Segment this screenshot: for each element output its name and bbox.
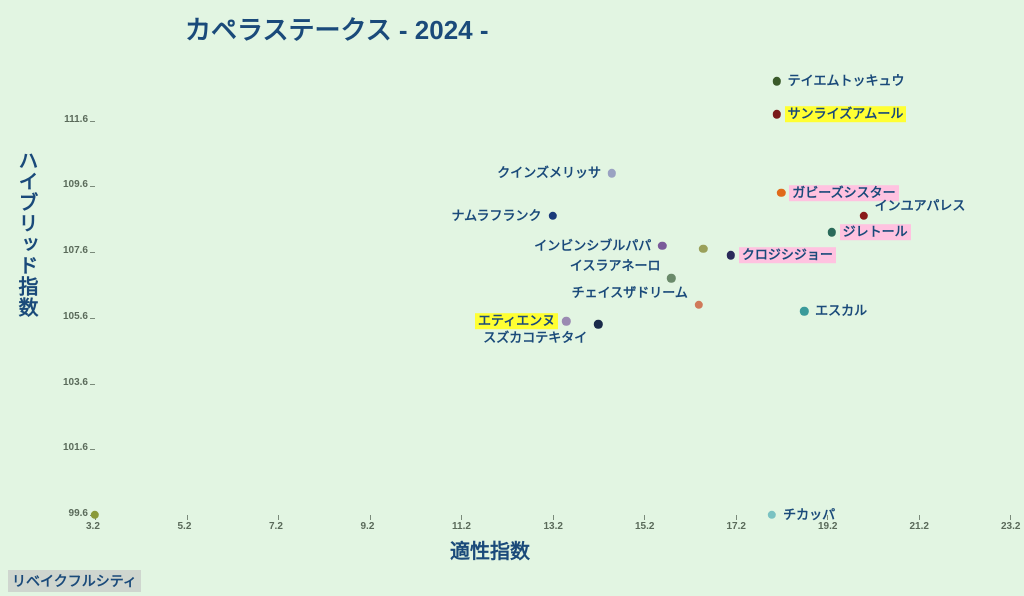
- data-point: [859, 212, 867, 220]
- corner-label: リベイクフルシティ: [8, 570, 141, 592]
- data-label: インユアパレス: [872, 198, 969, 214]
- x-tick-label: 7.2: [269, 521, 283, 532]
- y-tick-label: 105.6: [63, 311, 88, 322]
- x-tick-mark: [553, 515, 554, 520]
- y-tick-label: 111.6: [64, 114, 88, 125]
- x-axis-label: 適性指数: [450, 535, 530, 564]
- data-point: [658, 241, 666, 249]
- x-tick-mark: [461, 515, 462, 520]
- data-label: クインズメリッサ: [494, 165, 604, 181]
- y-tick-mark: [90, 252, 95, 253]
- data-label: イスラアネーロ: [567, 259, 664, 275]
- data-point: [608, 169, 616, 177]
- x-tick-mark: [644, 515, 645, 520]
- x-tick-mark: [736, 515, 737, 520]
- y-tick-label: 101.6: [63, 442, 88, 453]
- data-point: [91, 511, 99, 519]
- data-point: [594, 320, 602, 328]
- y-tick-mark: [90, 121, 95, 122]
- data-point: [768, 511, 776, 519]
- x-tick-label: 13.2: [544, 521, 563, 532]
- x-tick-label: 23.2: [1001, 521, 1020, 532]
- x-tick-mark: [919, 515, 920, 520]
- data-point: [772, 77, 780, 85]
- data-point: [800, 307, 808, 315]
- data-label: テイエムトッキュウ: [785, 73, 908, 89]
- x-tick-label: 5.2: [178, 521, 192, 532]
- y-tick-label: 103.6: [63, 377, 88, 388]
- x-tick-mark: [1010, 515, 1011, 520]
- x-tick-label: 3.2: [86, 521, 100, 532]
- data-point: [667, 274, 675, 282]
- x-tick-label: 9.2: [361, 521, 375, 532]
- scatter-chart: カペラステークス - 2024 - ハイブリッド指数適性指数 3.2 5.2 7.2 9.…: [0, 0, 1024, 596]
- data-point: [562, 317, 570, 325]
- data-point: [827, 228, 835, 236]
- data-point: [772, 110, 780, 118]
- x-tick-mark: [278, 515, 279, 520]
- x-tick-mark: [187, 515, 188, 520]
- data-point: [727, 251, 735, 259]
- data-label: スズカコテキタイ: [480, 331, 590, 347]
- y-tick-mark: [90, 186, 95, 187]
- chart-title: カペラステークス - 2024 -: [185, 10, 489, 47]
- x-tick-label: 11.2: [452, 521, 471, 532]
- data-point: [548, 212, 556, 220]
- data-label: クロジシジョー: [739, 248, 836, 264]
- x-tick-label: 17.2: [727, 521, 746, 532]
- data-point: [777, 189, 785, 197]
- x-tick-label: 15.2: [635, 521, 654, 532]
- y-axis-label: ハイブリッド指数: [12, 150, 41, 318]
- data-label: チェイスザドリーム: [569, 285, 691, 301]
- data-label: インビンシブルパパ: [531, 238, 654, 254]
- y-tick-label: 109.6: [63, 179, 88, 190]
- data-label: サンライズアムール: [785, 106, 907, 122]
- data-label: チカッパ: [780, 507, 838, 523]
- y-tick-mark: [90, 449, 95, 450]
- y-tick-mark: [90, 318, 95, 319]
- data-label: エスカル: [812, 303, 870, 319]
- x-tick-label: 21.2: [910, 521, 929, 532]
- data-point: [699, 245, 707, 253]
- x-tick-mark: [370, 515, 371, 520]
- data-point: [695, 301, 703, 309]
- data-label: エティエンヌ: [475, 313, 558, 329]
- data-label: ジレトール: [840, 225, 911, 241]
- y-tick-label: 99.6: [69, 508, 88, 519]
- data-label: ナムラフランク: [449, 208, 545, 224]
- y-tick-mark: [90, 384, 95, 385]
- y-tick-label: 107.6: [63, 245, 88, 256]
